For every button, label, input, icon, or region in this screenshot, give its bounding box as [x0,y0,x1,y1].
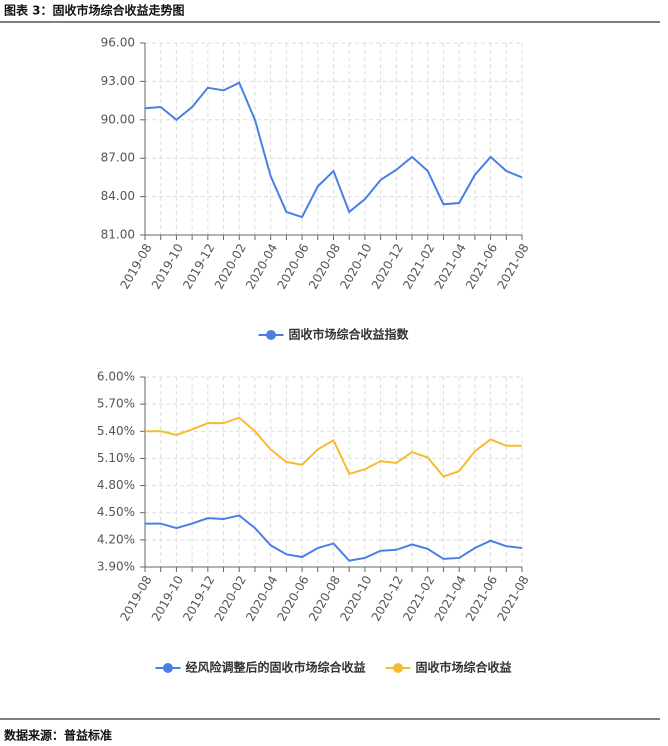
y-tick-label: 81.00 [101,228,135,242]
y-tick-label: 5.70% [97,397,135,411]
legend-label: 经风险调整后的固收市场综合收益 [185,660,365,675]
y-tick-label: 4.20% [97,532,135,546]
y-tick-label: 96.00 [101,36,135,50]
series-line [145,416,522,478]
y-tick-label: 4.80% [97,478,135,492]
x-tick-label: 2021-08 [494,241,531,291]
y-tick-label: 93.00 [101,74,135,88]
series-line [145,514,523,562]
legend-swatch-dot [265,330,276,340]
header-title: 图表 3：固收市场综合收益走势图 [4,3,185,18]
legend-swatch-dot [393,663,403,673]
y-tick-label: 87.00 [101,151,135,165]
y-tick-label: 84.00 [101,189,135,203]
series-line [144,81,523,219]
legend-label: 固收市场综合收益 [416,660,512,675]
y-tick-label: 90.00 [101,112,135,126]
footer-source: 数据来源：普益标准 [4,728,112,743]
y-tick-label: 3.90% [97,560,135,574]
y-tick-label: 6.00% [97,370,135,384]
y-tick-label: 5.10% [97,451,135,465]
legend-swatch-dot [162,663,173,673]
legend-label: 固收市场综合收益指数 [288,327,409,342]
y-tick-label: 5.40% [97,424,135,438]
y-tick-label: 4.50% [97,505,135,519]
x-tick-label: 2021-08 [494,573,531,623]
